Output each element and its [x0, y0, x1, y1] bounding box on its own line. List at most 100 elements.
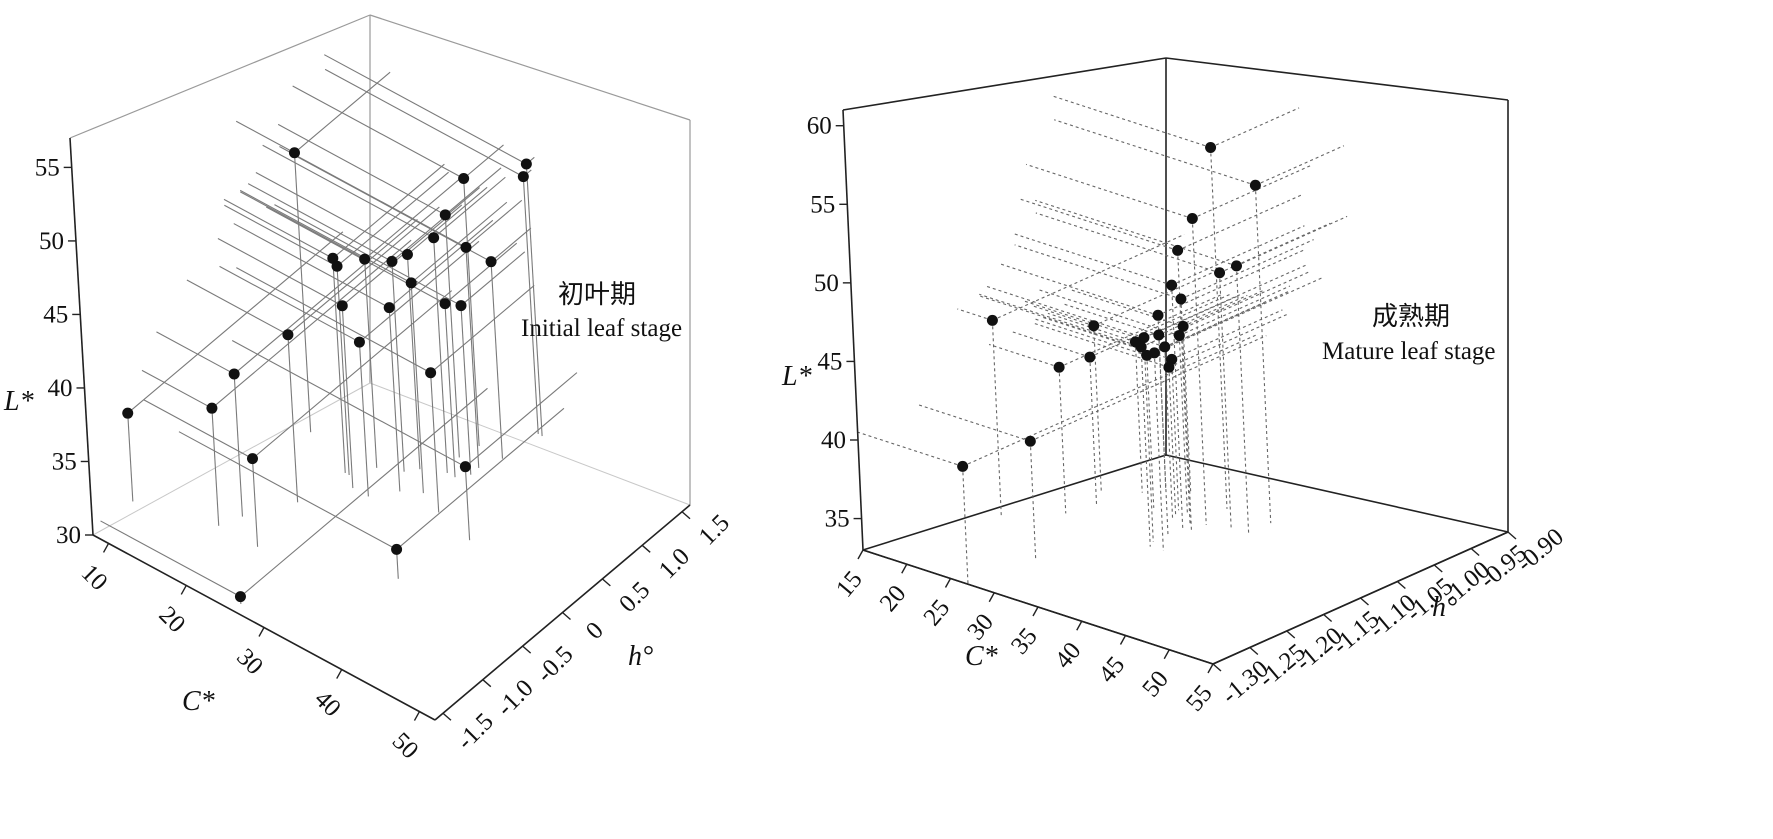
drop-line-floor [392, 261, 404, 471]
c-tick [1033, 607, 1038, 616]
drop-line-floor [461, 306, 471, 475]
data-point [402, 249, 413, 260]
data-points [122, 147, 532, 602]
data-point [1159, 341, 1170, 352]
drop-line-side [992, 235, 1184, 321]
data-point [386, 256, 397, 267]
drop-line-wall [1063, 304, 1159, 335]
c-axis-label: C* [182, 686, 215, 717]
data-point [1084, 352, 1095, 363]
data-point [1130, 336, 1141, 347]
h-tick [1434, 565, 1442, 572]
l-tick-label: 55 [810, 191, 835, 218]
data-point [957, 461, 968, 472]
h-tick [443, 713, 451, 720]
drop-line-side [1178, 194, 1303, 250]
c-tick-label: 30 [231, 643, 268, 680]
drop-line-wall [1020, 199, 1178, 250]
stage-label-cn: 成熟期 [1372, 302, 1450, 331]
c-tick [1208, 664, 1213, 673]
h-tick-label: 0.5 [614, 577, 655, 618]
data-point [1205, 142, 1216, 153]
drop-line-side [445, 168, 501, 215]
data-point [359, 254, 370, 265]
drop-line-wall [234, 224, 389, 308]
l-tick-label: 55 [35, 154, 60, 181]
data-point [1088, 320, 1099, 331]
data-point [440, 298, 451, 309]
data-point [987, 315, 998, 326]
data-point [206, 403, 217, 414]
data-point [354, 337, 365, 348]
c-tick-label: 35 [1006, 623, 1043, 660]
data-point [384, 302, 395, 313]
drop-line-floor [992, 320, 1001, 515]
drop-line-floor [434, 238, 448, 473]
drop-line-side [1211, 108, 1300, 148]
stage-label-en: Initial leaf stage [521, 315, 682, 342]
h-tick [1471, 549, 1479, 556]
data-point [1187, 213, 1198, 224]
c-tick-label: 10 [76, 559, 113, 596]
data-point [332, 261, 343, 272]
h-tick [1361, 598, 1369, 605]
drop-line-floor [491, 262, 502, 459]
drop-line-side [445, 243, 517, 303]
drop-line-floor [1172, 359, 1179, 510]
l-tick-label: 50 [814, 270, 839, 297]
drop-line-floor [128, 413, 133, 501]
drop-line-floor [523, 177, 538, 434]
h-tick-label: 1.5 [694, 509, 735, 550]
drop-line-wall [101, 521, 241, 597]
data-point [440, 209, 451, 220]
c-tick-label: 50 [1137, 666, 1174, 703]
data-point [428, 232, 439, 243]
drop-line-floor [234, 374, 242, 517]
data-point [235, 591, 246, 602]
drop-line-floor [1236, 266, 1248, 533]
c-tick-label: 40 [309, 686, 346, 723]
l-axis-label: L* [781, 361, 812, 392]
drop-line-side [434, 177, 506, 237]
c-tick-label: 30 [962, 609, 999, 646]
drop-line-side [1094, 273, 1212, 326]
h-tick [1508, 532, 1516, 539]
drop-line-floor [1030, 441, 1035, 560]
c-tick [858, 550, 863, 559]
drop-line-wall [240, 192, 364, 259]
drop-line-floor [288, 335, 298, 503]
c-tick-label: 55 [1181, 680, 1218, 717]
drop-line-side [397, 408, 564, 549]
data-point [1178, 321, 1189, 332]
drop-line-floor [1135, 342, 1142, 493]
data-point [486, 256, 497, 267]
data-point [458, 173, 469, 184]
drop-line-floor [431, 373, 439, 513]
data-point [1214, 267, 1225, 278]
data-point [1163, 362, 1174, 373]
data-point [1172, 245, 1183, 256]
l-tick-label: 45 [817, 348, 842, 375]
data-point [1153, 329, 1164, 340]
l-tick-label: 45 [43, 301, 68, 328]
c-axis-label: C* [965, 641, 998, 672]
drop-line-side [464, 145, 504, 179]
l-tick-label: 60 [807, 113, 832, 140]
h-tick [1324, 615, 1332, 622]
c-tick [902, 564, 907, 573]
data-point [229, 368, 240, 379]
drop-line-floor [1178, 250, 1191, 525]
c-tick [1121, 636, 1126, 645]
h-tick-label: -1.5 [452, 708, 499, 755]
drop-line-wall [1011, 331, 1090, 357]
data-point [337, 300, 348, 311]
c-tick [1077, 621, 1082, 630]
drop-line-side [466, 200, 522, 247]
l-tick-label: 35 [52, 448, 77, 475]
drop-line-floor [526, 164, 542, 436]
l-tick-label: 40 [821, 427, 846, 454]
drop-line-wall [232, 341, 465, 467]
drop-line-wall [1026, 164, 1192, 218]
